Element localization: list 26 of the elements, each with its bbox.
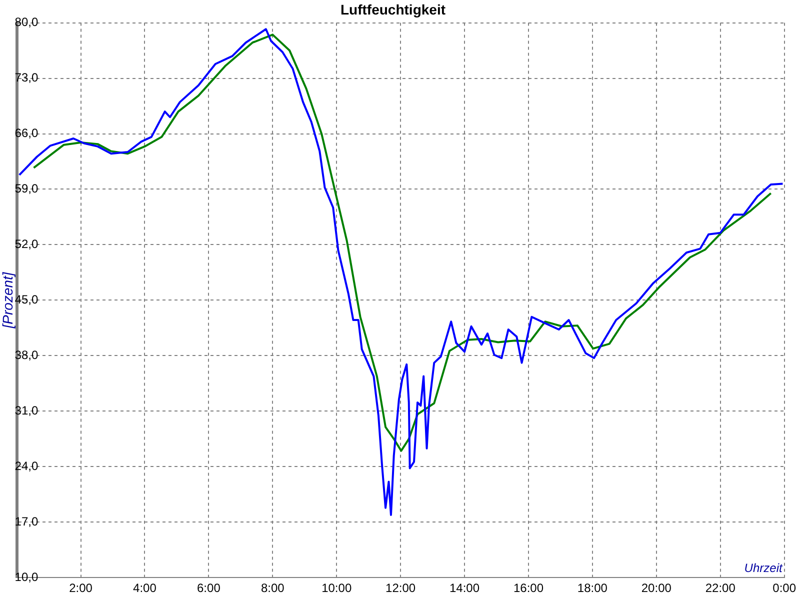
y-tick-label: 52,0: [14, 237, 38, 252]
y-tick-label: 66,0: [14, 126, 38, 140]
y-tick-label: 38,0: [14, 348, 38, 362]
x-tick-label: 6:00: [197, 581, 221, 596]
x-tick-label: 18:00: [577, 581, 608, 596]
y-tick-label: 80,0: [14, 15, 38, 30]
y-tick-label: 45,0: [14, 292, 38, 307]
x-axis-title: Uhrzeit: [744, 560, 783, 575]
x-tick-label: 16:00: [513, 581, 544, 596]
x-tick-label: 10:00: [322, 581, 352, 596]
x-tick-label: 2:00: [69, 581, 93, 596]
y-tick-label: 17,0: [14, 514, 38, 528]
x-tick-label: 4:00: [133, 581, 157, 596]
y-tick-label: 10,0: [14, 570, 38, 584]
chart-title: Luftfeuchtigkeit: [340, 1, 446, 18]
x-tick-label: 0:00: [772, 581, 796, 596]
x-tick-label: 12:00: [386, 581, 416, 596]
x-tick-label: 8:00: [260, 581, 285, 596]
y-tick-label: 24,0: [14, 458, 38, 473]
y-tick-label: 31,0: [14, 403, 38, 418]
x-tick-label: 14:00: [450, 581, 480, 596]
x-tick-label: 20:00: [641, 581, 672, 596]
y-tick-label: 73,0: [14, 70, 38, 85]
y-tick-label: 59,0: [14, 182, 38, 196]
y-axis-title: [Prozent]: [0, 271, 16, 330]
x-tick-label: 22:00: [705, 581, 736, 596]
